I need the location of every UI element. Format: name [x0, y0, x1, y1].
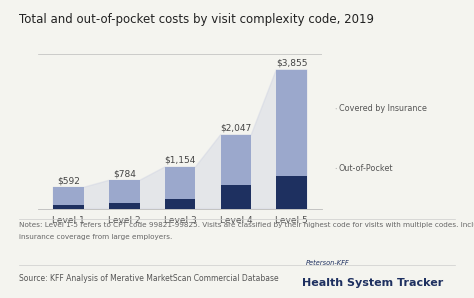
Text: $1,154: $1,154 — [164, 156, 196, 165]
Bar — [53, 187, 84, 209]
Text: $592: $592 — [57, 176, 80, 185]
Bar — [165, 199, 195, 209]
Text: Peterson-KFF: Peterson-KFF — [306, 260, 349, 266]
Text: Health System Tracker: Health System Tracker — [302, 278, 444, 288]
Bar — [220, 135, 251, 209]
Text: $2,047: $2,047 — [220, 124, 252, 133]
Text: insurance coverage from large employers.: insurance coverage from large employers. — [19, 234, 172, 240]
Bar — [165, 167, 195, 209]
Bar — [276, 70, 307, 209]
Text: $3,855: $3,855 — [276, 58, 308, 68]
Bar — [109, 180, 140, 209]
Text: $784: $784 — [113, 169, 136, 178]
Text: Source: KFF Analysis of Merative MarketScan Commercial Database: Source: KFF Analysis of Merative MarketS… — [19, 274, 279, 283]
Polygon shape — [53, 70, 307, 209]
Text: Out-of-Pocket: Out-of-Pocket — [339, 164, 393, 173]
Bar — [109, 203, 140, 209]
Text: Total and out-of-pocket costs by visit complexity code, 2019: Total and out-of-pocket costs by visit c… — [19, 13, 374, 27]
Text: Notes: Level 1-5 refers to CPT code 99821-99825. Visits are classified by their : Notes: Level 1-5 refers to CPT code 9982… — [19, 222, 474, 228]
Bar — [276, 176, 307, 209]
Text: Covered by Insurance: Covered by Insurance — [339, 104, 427, 113]
Bar — [53, 205, 84, 209]
Bar — [220, 185, 251, 209]
